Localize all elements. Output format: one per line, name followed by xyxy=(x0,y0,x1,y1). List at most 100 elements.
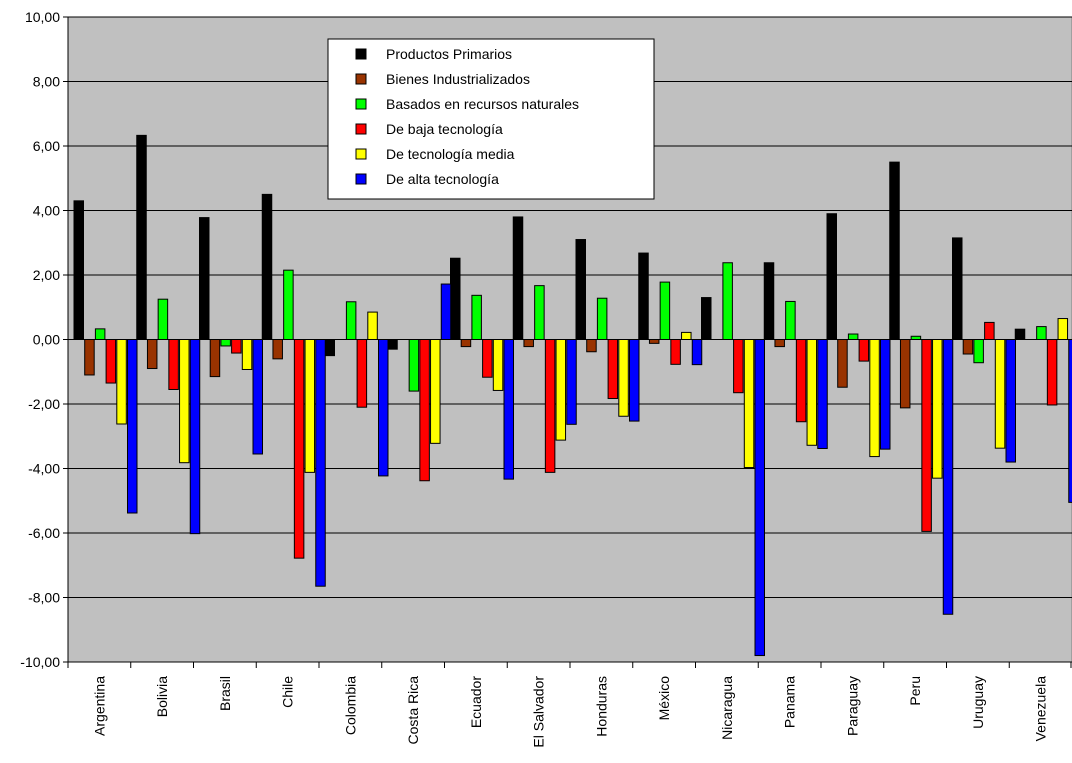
x-tick-label: Brasil xyxy=(217,676,233,711)
bar xyxy=(84,339,95,376)
y-tick-label: -8,00 xyxy=(28,590,60,606)
y-tick-label: 4,00 xyxy=(33,203,60,219)
x-tick-label: Argentina xyxy=(91,676,107,736)
legend-label: Productos Primarios xyxy=(386,46,512,62)
bar xyxy=(899,339,911,409)
bar xyxy=(743,339,755,469)
bar xyxy=(503,339,514,480)
bar xyxy=(869,339,880,458)
bar xyxy=(607,339,619,400)
x-tick-label: Panama xyxy=(782,676,798,728)
bar xyxy=(73,200,84,340)
legend-swatch xyxy=(355,73,367,85)
x-tick-label: México xyxy=(656,676,672,721)
bar xyxy=(378,339,389,477)
legend-label: Bienes Industrializados xyxy=(386,71,530,87)
y-tick-label: -4,00 xyxy=(28,461,60,477)
bar xyxy=(116,339,127,425)
bar xyxy=(681,331,692,340)
bar xyxy=(763,262,775,340)
legend-swatch xyxy=(355,173,367,185)
bar xyxy=(806,339,818,446)
bar xyxy=(932,339,943,479)
x-tick-label: Nicaragua xyxy=(719,676,735,740)
bar xyxy=(952,237,963,340)
x-tick-label: El Salvador xyxy=(531,676,547,748)
bar xyxy=(220,339,231,347)
bar xyxy=(774,339,785,348)
x-tick-label: Paraguay xyxy=(844,676,860,736)
bar xyxy=(127,339,138,514)
x-tick-label: Venezuela xyxy=(1033,676,1049,742)
legend-label: Basados en recursos naturales xyxy=(386,96,579,112)
bar xyxy=(921,339,932,532)
bar xyxy=(231,339,242,354)
bar xyxy=(430,339,441,444)
x-tick-label: Chile xyxy=(280,676,296,708)
x-tick-label: Colombia xyxy=(342,676,358,735)
y-tick-label: 6,00 xyxy=(33,138,60,154)
y-tick-label: -10,00 xyxy=(20,654,60,670)
bar xyxy=(523,339,534,348)
bar xyxy=(733,339,744,394)
bar xyxy=(272,339,283,360)
bar xyxy=(168,339,179,390)
bar xyxy=(962,339,974,355)
bar xyxy=(512,216,524,340)
x-tick-label: Bolivia xyxy=(154,676,170,717)
bar xyxy=(450,257,461,341)
bar xyxy=(471,294,482,341)
bar xyxy=(315,339,326,587)
bar xyxy=(482,339,493,378)
bar xyxy=(618,339,629,417)
x-tick-label: Costa Rica xyxy=(405,676,421,745)
bar xyxy=(994,339,1006,449)
bar xyxy=(157,298,169,341)
bar xyxy=(847,333,859,340)
bar xyxy=(1014,328,1026,340)
bar xyxy=(566,339,577,425)
bar xyxy=(261,193,273,340)
bar xyxy=(146,339,158,370)
y-tick-label: 2,00 xyxy=(33,267,60,283)
bar xyxy=(293,339,305,559)
bar xyxy=(659,281,671,341)
y-tick-label: -2,00 xyxy=(28,396,60,412)
bar xyxy=(942,339,954,615)
bar xyxy=(544,339,556,473)
bar xyxy=(670,339,681,365)
bar xyxy=(889,161,900,341)
y-tick-label: -6,00 xyxy=(28,525,60,541)
bar xyxy=(179,339,190,464)
bar xyxy=(460,339,472,348)
legend-swatch xyxy=(355,148,367,160)
bar xyxy=(575,239,586,340)
bar xyxy=(419,339,430,482)
bar xyxy=(880,339,891,450)
y-tick-label: 10,00 xyxy=(25,9,60,25)
bar xyxy=(785,300,796,341)
legend: Productos Primarios Bienes Industrializad… xyxy=(327,38,655,200)
bar xyxy=(1057,318,1069,341)
bar xyxy=(252,339,263,455)
bar xyxy=(367,311,378,340)
bar xyxy=(356,339,368,408)
y-tick-label: 8,00 xyxy=(33,74,60,90)
bar xyxy=(586,339,597,353)
bar xyxy=(1036,326,1047,341)
legend-label: De alta tecnología xyxy=(386,171,499,187)
bar xyxy=(795,339,807,423)
x-tick-label: Uruguay xyxy=(970,676,986,729)
bar xyxy=(408,339,420,392)
bar xyxy=(283,269,294,340)
bar xyxy=(492,339,504,391)
bar xyxy=(691,339,703,366)
legend-swatch xyxy=(355,98,367,110)
bar xyxy=(136,134,147,340)
bar xyxy=(241,339,253,370)
bar xyxy=(629,339,640,422)
axes: 10,00 8,00 6,00 4,00 2,00 0,00 -2,00 -4,00 -6,00… xyxy=(20,9,1072,748)
x-tick-label: Peru xyxy=(907,676,923,706)
